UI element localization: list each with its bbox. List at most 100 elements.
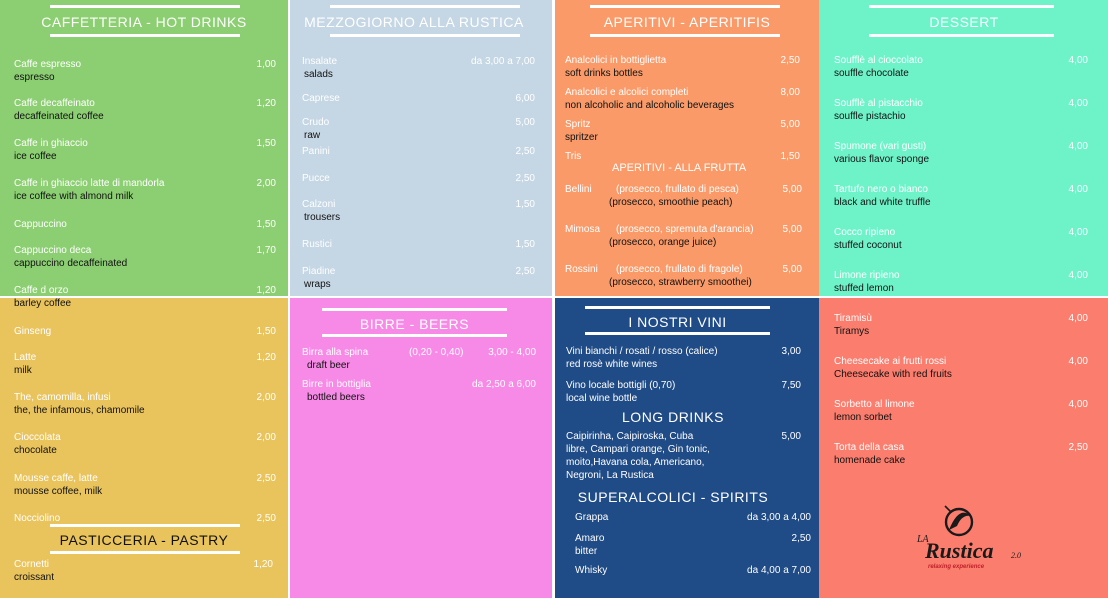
panel-hot-drinks-continued <box>0 298 290 598</box>
title-rule <box>590 34 780 37</box>
menu-item: Caffe decaffeinato decaffeinated coffee <box>14 97 104 123</box>
rustica-logo-mark: LA Rustica 2.0 relaxing experience <box>916 505 1021 570</box>
menu-item-translation: raw <box>304 130 321 141</box>
menu-item-price: 2,50 <box>791 533 811 544</box>
menu-item-description: (prosecco, frullato di pesca) <box>616 184 739 195</box>
menu-item-translation: souffle chocolate <box>834 68 909 79</box>
menu-item: Mousse caffe, latte mousse coffee, milk <box>14 472 102 498</box>
divider <box>0 296 1108 298</box>
menu-item: Vino locale bottigli (0,70) local wine bo… <box>566 379 675 405</box>
menu-item-translation: spritzer <box>565 132 598 143</box>
title-rule <box>322 334 507 337</box>
menu-item-price: 5,00 <box>782 264 802 275</box>
panel-rustica <box>290 0 552 298</box>
long-drinks-list: Caipirinha, Caipiroska, Cuba libre, Campa… <box>566 430 710 482</box>
menu-item-price: 4,00 <box>1068 184 1088 195</box>
menu-item-price: da 4,00 a 7,00 <box>747 565 811 576</box>
menu-item-price: 4,00 <box>1068 227 1088 238</box>
menu-item-price: 2,50 <box>515 146 535 157</box>
menu-item-price: 1,70 <box>256 245 276 256</box>
menu-item-translation: bottled beers <box>307 392 365 403</box>
menu-item-price: 2,00 <box>256 432 276 443</box>
menu-item-price: 4,00 <box>1068 399 1088 410</box>
title-rule <box>322 308 507 311</box>
menu-item-translation: draft beer <box>307 360 350 371</box>
menu-item-price: 1,50 <box>256 326 276 337</box>
menu-item-translation: milk <box>14 365 32 376</box>
menu-item-name: Limone ripieno <box>834 270 900 281</box>
menu-item-price: 1,50 <box>515 239 535 250</box>
menu-item-translation: mousse coffee, milk <box>14 486 103 497</box>
menu-item: Spritz spritzer <box>565 118 598 144</box>
menu-item-name: Rustici <box>302 239 333 250</box>
rustica-logo: LA Rustica 2.0 relaxing experience <box>915 500 1035 575</box>
menu-item: Analcolici in bottiglietta soft drinks bo… <box>565 54 666 80</box>
menu-item-price: 8,00 <box>780 87 800 98</box>
menu-item-translation: wraps <box>304 279 331 290</box>
menu-item-translation: ice coffee with almond milk <box>14 191 134 202</box>
menu-item-name: Tiramisù <box>834 313 872 324</box>
menu-item-name: Cioccolata <box>14 432 61 443</box>
menu-item-name: Vini bianchi / rosati / rosso (calice) <box>566 346 718 357</box>
panel-aperitivi <box>555 0 819 298</box>
menu-item-translation: croissant <box>14 572 55 583</box>
menu-item-name: The, camomilla, infusi <box>14 392 111 403</box>
menu-item-translation: soft drinks bottles <box>565 68 643 79</box>
menu-item-name: Rossini <box>565 264 598 275</box>
menu-item-price: 1,50 <box>515 199 535 210</box>
long-drinks-price: 5,00 <box>781 431 801 442</box>
title-rule <box>585 306 770 309</box>
menu-item: Tris <box>565 150 581 163</box>
menu-item-name: Birra alla spina <box>302 347 369 358</box>
menu-item-translation: lemon sorbet <box>834 412 892 423</box>
menu-item: Limone ripieno stuffed lemon <box>834 269 900 295</box>
menu-item-price: 4,00 <box>1068 55 1088 66</box>
title-rule <box>50 5 240 8</box>
menu-item-price: 1,20 <box>253 559 273 570</box>
title-rule <box>50 34 240 37</box>
menu-item-name: Caffe in ghiaccio <box>14 138 88 149</box>
menu-item: Spumone (vari gusti) various flavor spong… <box>834 140 929 166</box>
menu-item-name: Cornetti <box>14 559 50 570</box>
menu-item: Crudo raw <box>302 116 329 142</box>
menu-item: Torta della casa homenade cake <box>834 441 905 467</box>
menu-item-price: 4,00 <box>1068 356 1088 367</box>
menu-item: Caffe in ghiaccio ice coffee <box>14 137 88 163</box>
menu-item: Caffe d orzo barley coffee <box>14 284 71 310</box>
menu-item-name: Cappuccino <box>14 219 67 230</box>
menu-item-price: 2,50 <box>256 513 276 524</box>
title-rule <box>50 524 240 527</box>
menu-item: Cornetti croissant <box>14 558 54 584</box>
long-drinks-line: moito,Havana cola, Americano, <box>566 457 705 468</box>
menu-item-translation: non alcoholic and alcoholic beverages <box>565 100 735 111</box>
menu-item-name: Soufflè al cioccolato <box>834 55 923 66</box>
menu-item-name: Latte <box>14 352 37 363</box>
section-title-long-drinks: LONG DRINKS <box>622 409 724 425</box>
logo-la: LA <box>916 534 930 545</box>
menu-item-price: 2,00 <box>256 178 276 189</box>
menu-item: Caffe in ghiaccio latte di mandorla ice c… <box>14 177 164 203</box>
menu-item: Birre in bottiglia bottled beers <box>302 378 371 404</box>
long-drinks-line: Caipirinha, Caipiroska, Cuba <box>566 431 694 442</box>
long-drinks-line: Negroni, La Rustica <box>566 470 654 481</box>
menu-item: Sorbetto al limone lemon sorbet <box>834 398 915 424</box>
menu-item-price: 2,50 <box>780 55 800 66</box>
menu-item-price: 2,50 <box>515 173 535 184</box>
menu-item-translation: ice coffee <box>14 151 57 162</box>
menu-item-price: 1,20 <box>256 98 276 109</box>
menu-item: Birra alla spina draft beer <box>302 346 368 372</box>
menu-item-translation: local wine bottle <box>566 393 638 404</box>
menu-item: Cheesecake ai frutti rossi Cheesecake wit… <box>834 355 952 381</box>
menu-item: Latte milk <box>14 351 36 377</box>
menu-item-translation: black and white truffle <box>834 197 931 208</box>
section-title-pastry: PASTICCERIA - PASTRY <box>59 532 229 548</box>
title-rule <box>330 5 520 8</box>
menu-item-name: Caprese <box>302 93 340 104</box>
menu-item-price: 2,50 <box>256 473 276 484</box>
menu-item-name: Crudo <box>302 117 330 128</box>
menu-item: Cioccolata chocolate <box>14 431 61 457</box>
section-title-hot-drinks: CAFFETTERIA - HOT DRINKS <box>41 14 247 30</box>
title-rule <box>590 5 780 8</box>
menu-item-description: (prosecco, spremuta d'arancia) <box>616 224 754 235</box>
menu-item-name: Mousse caffe, latte <box>14 473 98 484</box>
